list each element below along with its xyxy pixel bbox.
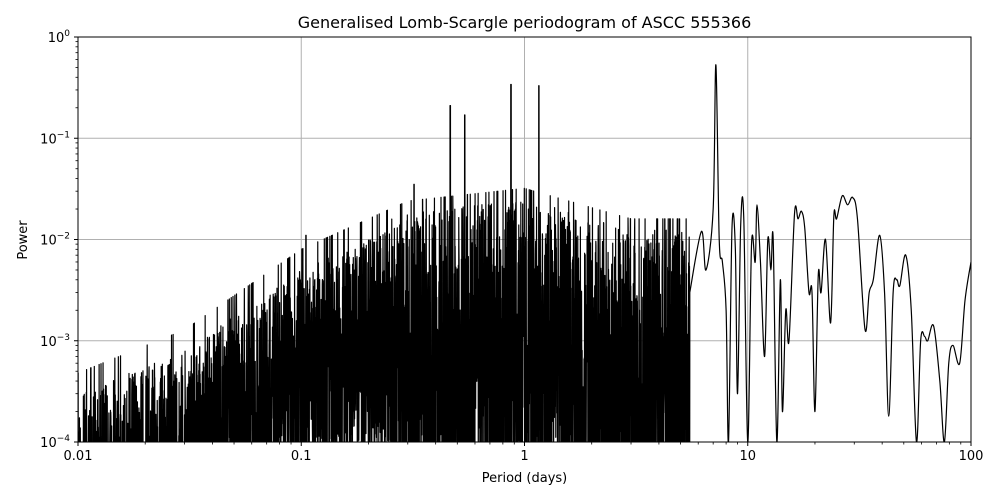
gls-power-curve <box>78 64 971 442</box>
y-tick-label: 10−2 <box>40 232 70 249</box>
y-tick-label: 10−3 <box>40 333 70 350</box>
x-tick-label: 0.1 <box>291 449 312 464</box>
axis-ticks <box>74 36 972 446</box>
x-axis-label: Period (days) <box>482 471 568 486</box>
y-tick-labels: 10−4 10−3 10−2 10−1 100 <box>40 29 70 451</box>
y-tick-label: 10−1 <box>40 130 70 147</box>
x-tick-label: 0.01 <box>64 449 93 464</box>
x-tick-label: 100 <box>959 449 984 464</box>
y-tick-label: 100 <box>48 29 71 46</box>
y-tick-label: 10−4 <box>40 434 70 451</box>
chart-title: Generalised Lomb-Scargle periodogram of … <box>298 13 752 32</box>
plot-area <box>78 64 971 442</box>
x-tick-labels: 0.01 0.1 1 10 100 <box>64 449 984 464</box>
y-axis-label: Power <box>16 220 31 260</box>
x-tick-label: 10 <box>739 449 756 464</box>
x-tick-label: 1 <box>520 449 528 464</box>
